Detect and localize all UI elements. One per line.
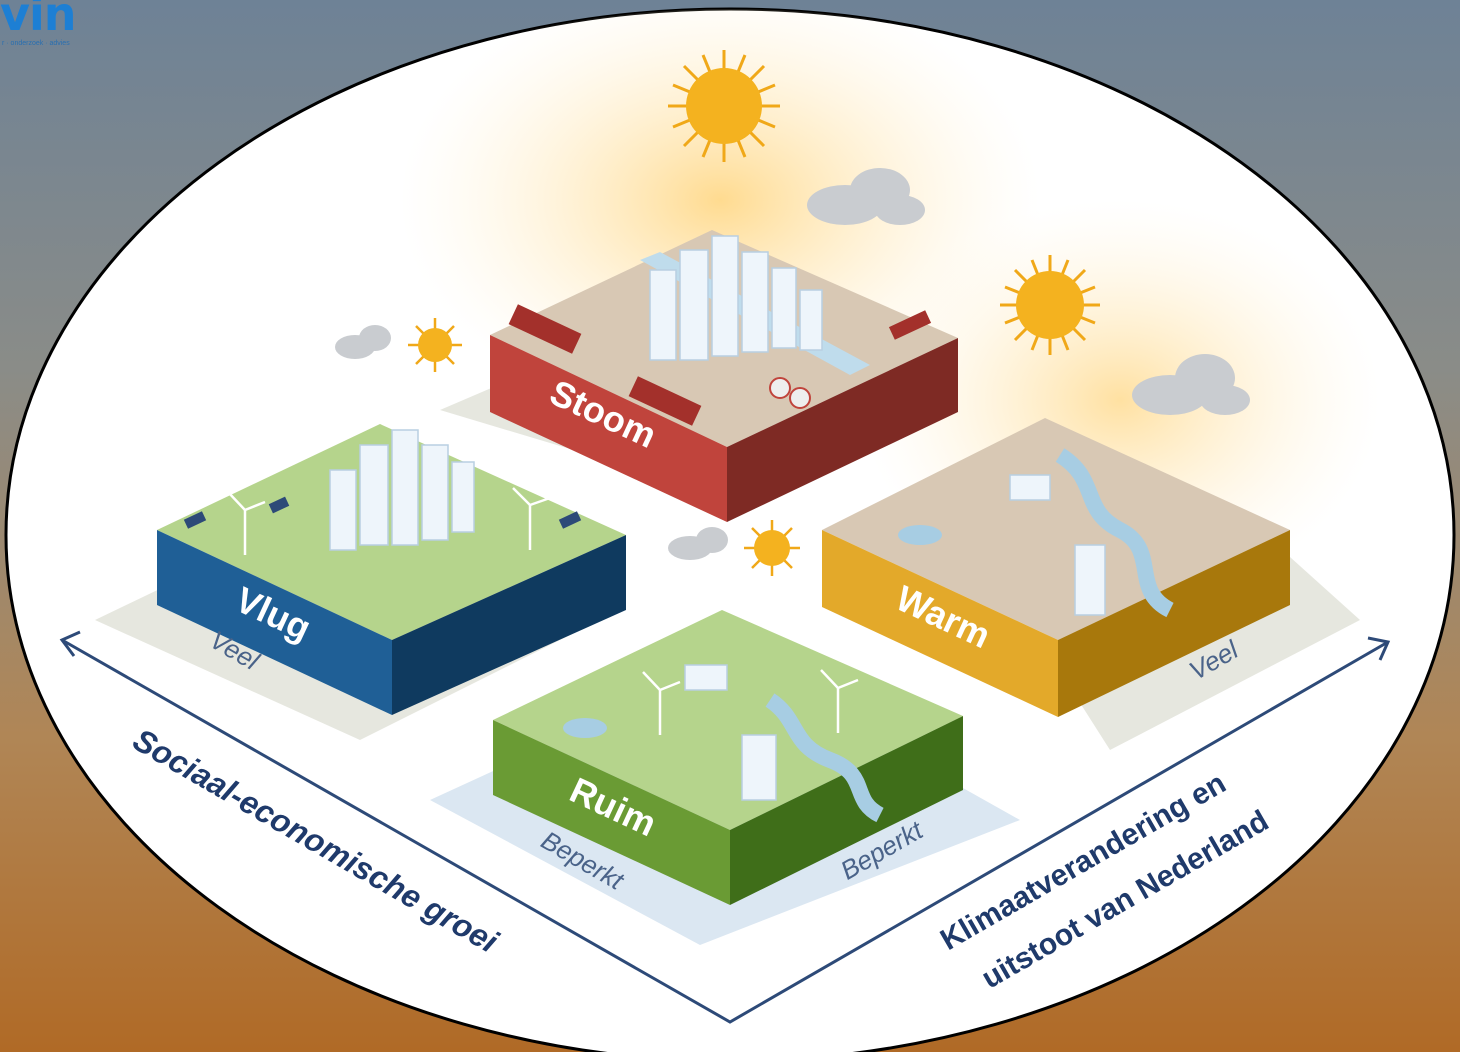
warm-front-right: [1058, 530, 1290, 717]
stoom-front-left: [490, 335, 727, 522]
block-warm: Warm: [822, 418, 1290, 717]
axis-lines: [61, 638, 1389, 1024]
block-ruim: Ruim: [493, 610, 963, 905]
ruim-river: [765, 693, 885, 823]
axes: [59, 630, 1391, 1024]
warm-top: [822, 418, 1290, 640]
stoom-skyscrapers: [649, 235, 823, 361]
block-vlug: Vlug: [157, 424, 626, 715]
ruim-front-left: [493, 720, 730, 905]
cloud-icon-top: [807, 168, 925, 225]
stoom-factory-roof: [508, 304, 582, 354]
warm-front-left: [822, 530, 1058, 717]
ruim-lake: [563, 718, 607, 738]
ruim-buildings: [684, 664, 777, 801]
block-stoom: Stoom: [490, 230, 958, 522]
sun-icon-right: [1000, 255, 1100, 355]
sun-icon-left: [408, 318, 462, 372]
stoom-factory-roof: [628, 376, 702, 426]
cloud-icon-center: [668, 527, 728, 560]
stoom-tank: [789, 387, 811, 409]
ruim-front-right: [730, 716, 963, 905]
logo-tagline: r · onderzoek · advies: [2, 40, 70, 47]
vlug-solar-panels: [183, 496, 582, 529]
warm-lake: [898, 525, 942, 545]
stoom-front-right: [727, 338, 958, 522]
warm-buildings: [1009, 474, 1106, 616]
cloud-icon-left: [335, 325, 391, 359]
vlug-windmills: [227, 487, 551, 555]
sun-icon-top: [668, 50, 780, 162]
axis-left-arrowhead: [59, 630, 81, 657]
vlug-front-right: [392, 535, 626, 715]
warm-river: [1055, 448, 1175, 618]
axis-right-arrowhead: [1367, 636, 1391, 661]
sun-icon-center: [744, 520, 800, 576]
ruim-top: [493, 610, 963, 830]
ruim-windmills: [642, 669, 859, 735]
logo: vin r · onderzoek · advies: [0, 0, 77, 47]
logo-text: vin: [0, 0, 77, 41]
vlug-front-left: [157, 530, 392, 715]
vlug-skyscrapers: [329, 429, 475, 551]
cloud-icon-right: [1132, 354, 1250, 415]
stoom-factory-roof: [888, 310, 932, 340]
stoom-tank: [769, 377, 791, 399]
